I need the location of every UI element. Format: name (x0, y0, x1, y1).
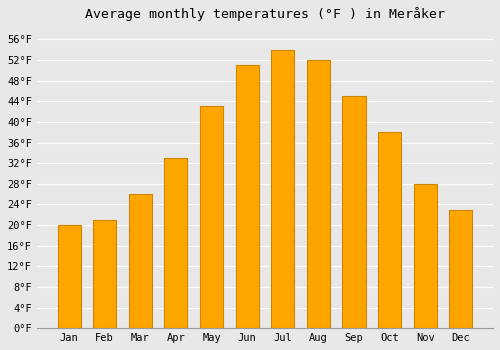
Title: Average monthly temperatures (°F ) in Meråker: Average monthly temperatures (°F ) in Me… (85, 7, 445, 21)
Bar (307, 60, 330, 328)
Bar (200, 106, 223, 328)
Bar (271, 50, 294, 328)
Bar (128, 194, 152, 328)
Bar (342, 96, 365, 328)
Bar (93, 220, 116, 328)
Bar (164, 158, 188, 328)
Bar (414, 184, 436, 328)
Bar (236, 65, 258, 328)
Bar (449, 210, 472, 328)
Bar (378, 132, 401, 328)
Bar (58, 225, 80, 328)
